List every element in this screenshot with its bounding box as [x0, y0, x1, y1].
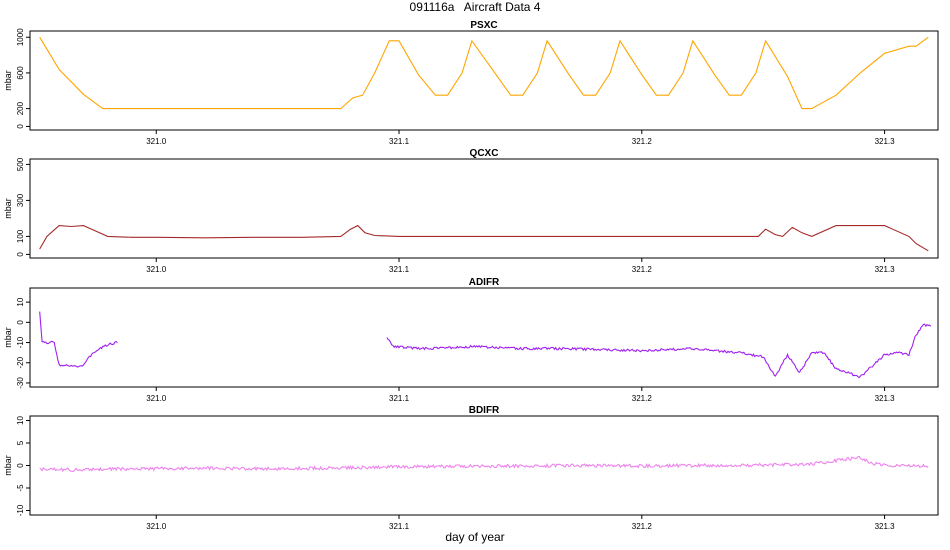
y-axis-label: mbar — [3, 327, 13, 348]
y-axis-label: mbar — [3, 455, 13, 476]
plot-frame — [29, 158, 939, 259]
y-tick-label: 0 — [16, 124, 25, 129]
x-tick-label: 321.0 — [146, 394, 167, 403]
y-tick-label: 100 — [16, 229, 25, 243]
y-tick-label: 0 — [16, 463, 25, 468]
plot-frame — [29, 415, 939, 516]
x-tick-label: 321.2 — [632, 137, 653, 146]
x-tick-label: 321.3 — [875, 522, 896, 531]
x-tick-label: 321.1 — [389, 137, 410, 146]
panel-title: PSXC — [470, 20, 497, 31]
series-line-adifr-1 — [39, 311, 118, 368]
panel-bdifr: BDIFR mbar 321.0 321.1 321.2 321.3 -10 -5 0 5 10 — [3, 405, 939, 531]
panel-psxc: PSXC mbar 321.0 321.1 321.2 321.3 0 200 600 1000 — [3, 20, 939, 146]
x-tick-label: 321.2 — [632, 265, 653, 274]
y-axis-label: mbar — [3, 198, 13, 219]
y-tick-label: 0 — [16, 320, 25, 325]
x-tick-label: 321.3 — [875, 265, 896, 274]
x-tick-label: 321.0 — [146, 137, 167, 146]
panel-adifr: ADIFR mbar 321.0 321.1 321.2 321.3 -30 -20 -10 0 1… — [3, 277, 939, 403]
panel-title: QCXC — [470, 148, 499, 159]
x-tick-label: 321.1 — [389, 265, 410, 274]
y-tick-label: 600 — [16, 66, 25, 80]
x-tick-label: 321.0 — [146, 265, 167, 274]
panel-title: ADIFR — [469, 277, 500, 288]
x-tick-label: 321.0 — [146, 522, 167, 531]
y-tick-label: 10 — [16, 297, 25, 306]
y-tick-label: 5 — [16, 440, 25, 445]
y-axis-label: mbar — [3, 70, 13, 91]
y-tick-label: 10 — [16, 416, 25, 425]
y-tick-label: 0 — [16, 252, 25, 257]
series-line-psxc-1 — [39, 36, 929, 110]
y-tick-label: -30 — [16, 377, 25, 389]
x-tick-label: 321.3 — [875, 394, 896, 403]
y-tick-label: -10 — [16, 336, 25, 348]
panel-qcxc: QCXC mbar 321.0 321.1 321.2 321.3 0 100 300 500 — [3, 148, 939, 274]
x-tick-label: 321.2 — [632, 394, 653, 403]
y-tick-label: -10 — [16, 504, 25, 516]
series-line-bdifr-1 — [39, 455, 929, 473]
y-tick-label: -20 — [16, 356, 25, 368]
y-tick-label: 1000 — [16, 28, 25, 46]
y-tick-label: 200 — [16, 101, 25, 115]
y-tick-label: 300 — [16, 193, 25, 207]
y-tick-label: -5 — [16, 484, 25, 492]
x-axis-label: day of year — [445, 530, 505, 544]
page-title: 091116a Aircraft Data 4 — [409, 0, 541, 14]
plot-frame — [29, 30, 939, 131]
series-line-adifr-2 — [386, 323, 932, 379]
x-tick-label: 321.2 — [632, 522, 653, 531]
x-tick-label: 321.1 — [389, 394, 410, 403]
panel-title: BDIFR — [469, 405, 500, 416]
y-tick-label: 500 — [16, 157, 25, 171]
x-tick-label: 321.3 — [875, 137, 896, 146]
x-tick-label: 321.1 — [389, 522, 410, 531]
series-line-qcxc-1 — [39, 224, 929, 252]
plot-frame — [29, 287, 939, 388]
